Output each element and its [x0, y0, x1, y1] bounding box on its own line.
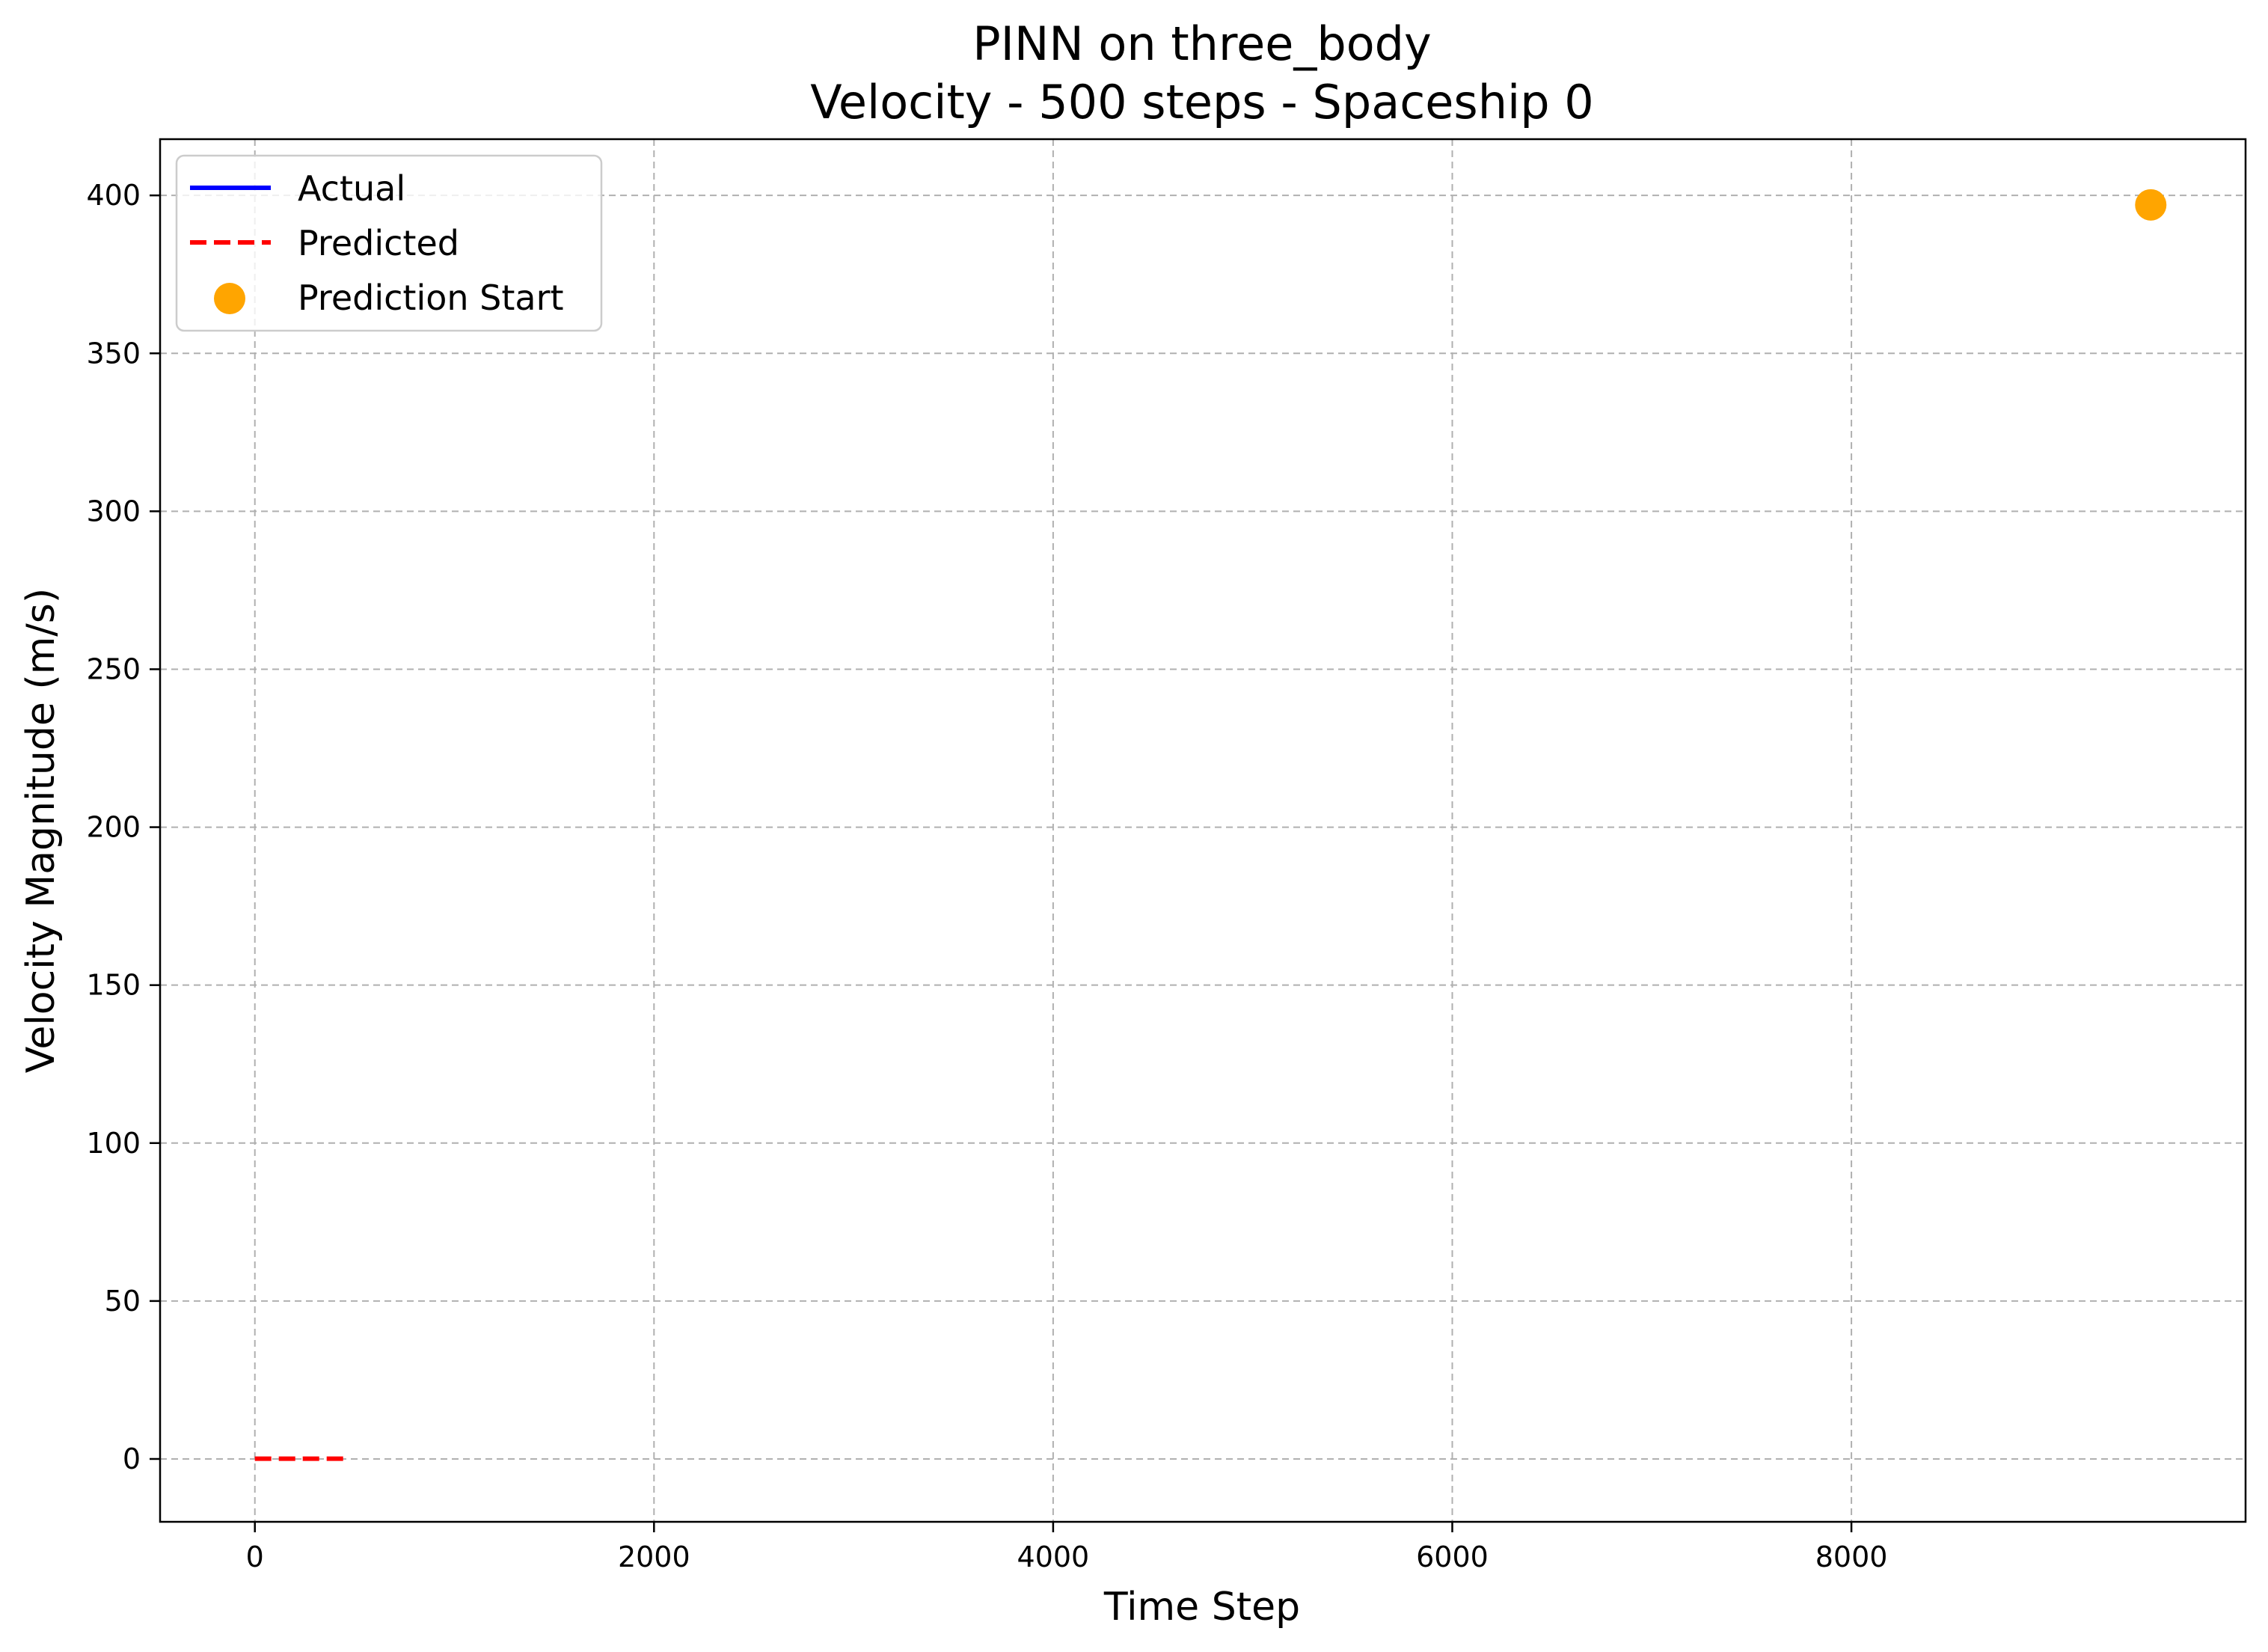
- y-tick-label: 50: [105, 1285, 141, 1318]
- legend-actual-label: Actual: [298, 168, 405, 209]
- y-tick-label: 400: [86, 179, 141, 212]
- chart-title-line1: PINN on three_body: [972, 16, 1431, 71]
- x-tick-label: 4000: [1017, 1541, 1090, 1573]
- y-tick-label: 200: [86, 811, 141, 844]
- legend-prediction-start-label: Prediction Start: [298, 278, 564, 318]
- x-axis-label: Time Step: [1103, 1585, 1300, 1630]
- y-axis-ticks: 0 50 100 150 200 250 300 350 400: [86, 179, 160, 1475]
- y-tick-label: 150: [86, 969, 141, 1002]
- legend: Actual Predicted Prediction Start: [175, 154, 603, 332]
- prediction-start-point: [2135, 189, 2167, 221]
- y-axis-label: Velocity Magnitude (m/s): [19, 588, 64, 1073]
- y-tick-label: 250: [86, 652, 141, 685]
- plot-area-frame: [159, 138, 2247, 1523]
- marker-layer: [2135, 189, 2167, 221]
- x-axis-ticks: 0 2000 4000 6000 8000: [246, 1522, 1888, 1573]
- chart-title-line2: Velocity - 500 steps - Spaceship 0: [810, 75, 1594, 129]
- grid: [160, 139, 2246, 1522]
- x-tick-label: 0: [246, 1541, 264, 1573]
- x-tick-label: 6000: [1416, 1541, 1489, 1573]
- legend-box: [175, 154, 603, 332]
- legend-predicted-label: Predicted: [298, 223, 459, 263]
- y-tick-label: 300: [86, 495, 141, 527]
- x-tick-label: 2000: [618, 1541, 690, 1573]
- y-tick-label: 0: [123, 1443, 141, 1475]
- legend-prediction-start-marker: [214, 283, 245, 314]
- x-tick-label: 8000: [1815, 1541, 1888, 1573]
- y-tick-label: 100: [86, 1127, 141, 1160]
- y-tick-label: 350: [86, 337, 141, 370]
